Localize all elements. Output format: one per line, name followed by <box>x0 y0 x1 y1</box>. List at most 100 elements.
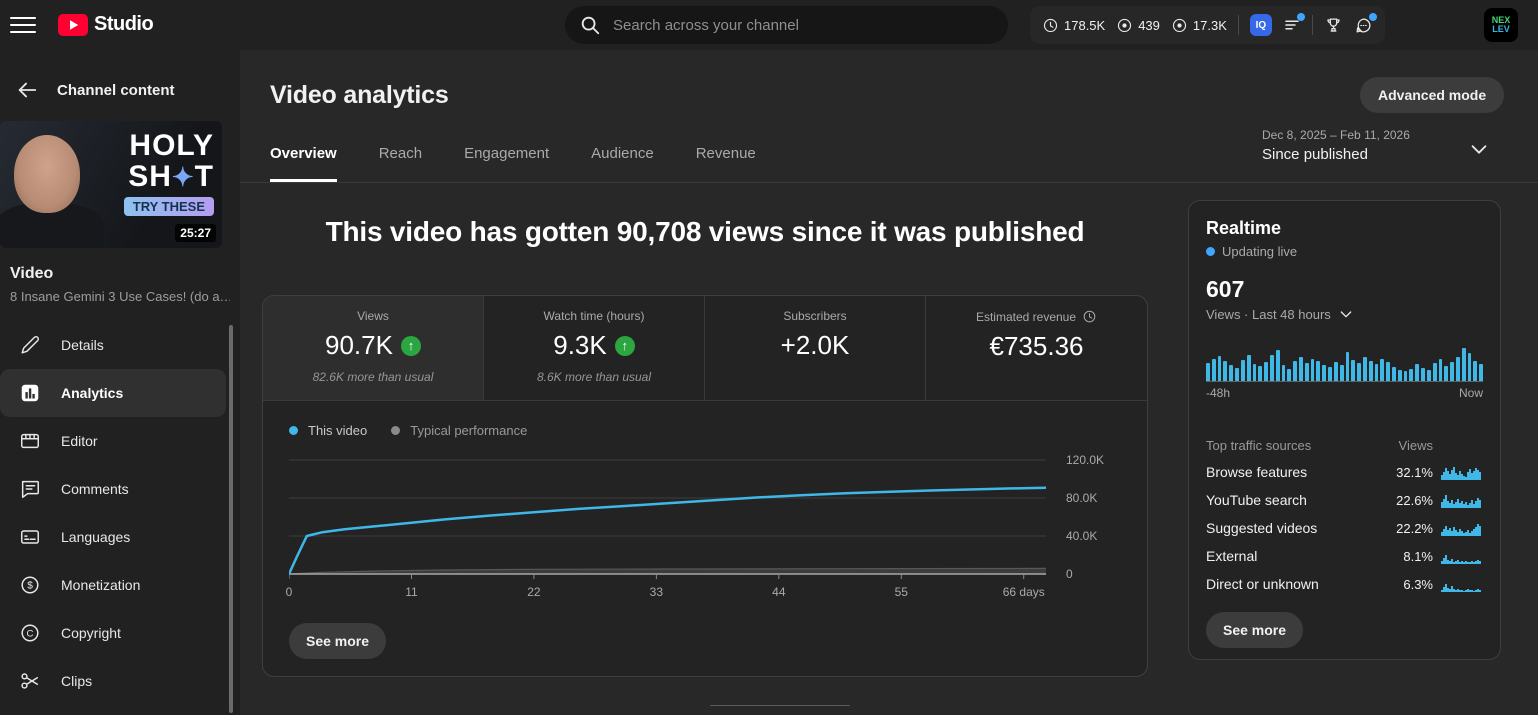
back-arrow-icon[interactable] <box>16 79 38 101</box>
sidebar-item-analytics[interactable]: Analytics <box>0 369 226 417</box>
vidiq-icon[interactable]: IQ <box>1249 14 1272 36</box>
see-more-button[interactable]: See more <box>289 623 387 659</box>
list-icon[interactable] <box>1283 13 1305 34</box>
metric-card-views[interactable]: Views 90.7K ↑ 82.6K more than usual <box>263 296 484 400</box>
traffic-row-search[interactable]: YouTube search 22.6% <box>1206 486 1483 514</box>
tab-engagement[interactable]: Engagement <box>464 145 550 162</box>
performance-chart[interactable] <box>289 451 1046 580</box>
subscribers-value: +2.0K <box>780 330 850 360</box>
notification-dot <box>1368 12 1377 21</box>
youtube-studio-logo[interactable]: Studio <box>58 13 154 36</box>
revenue-value: €735.36 <box>989 331 1084 361</box>
traffic-row-browse[interactable]: Browse features 32.1% <box>1206 458 1483 486</box>
back-to-channel-content[interactable]: Channel content <box>0 75 240 105</box>
realtime-window-selector[interactable]: Views · Last 48 hours <box>1206 306 1483 322</box>
y-axis-labels: 120.0K 80.0K 40.0K 0 <box>1066 453 1105 581</box>
logo-text: Studio <box>94 13 154 35</box>
sidebar-item-editor[interactable]: Editor <box>0 417 226 465</box>
trophy-icon[interactable] <box>1324 16 1343 35</box>
chevron-down-icon[interactable] <box>1468 138 1490 165</box>
tab-reach[interactable]: Reach <box>378 145 423 162</box>
sidebar-item-copyright[interactable]: C Copyright <box>0 609 226 657</box>
stat-value: 17.3K <box>1192 17 1227 33</box>
realtime-card: Realtime Updating live 607 Views · Last … <box>1188 200 1501 660</box>
search-icon <box>581 16 600 35</box>
tab-overview[interactable]: Overview <box>270 145 337 182</box>
metric-card-revenue[interactable]: Estimated revenue €735.36 <box>926 296 1147 400</box>
video-thumbnail[interactable]: HOLY SH✦T TRY THESE 25:27 <box>0 121 222 248</box>
video-title: 8 Insane Gemini 3 Use Cases! (do a… <box>10 289 230 304</box>
advanced-mode-button[interactable]: Advanced mode <box>1360 77 1505 113</box>
typical-dot-icon <box>391 426 401 435</box>
search-box[interactable] <box>565 6 1008 44</box>
views-headline: This video has gotten 90,708 views since… <box>325 216 1085 247</box>
realtime-title: Realtime <box>1206 218 1282 238</box>
date-preset-text: Since published <box>1262 146 1368 163</box>
traffic-sparkline <box>1441 549 1483 564</box>
thumbnail-text-1: HOLY <box>129 129 214 162</box>
main-content: Video analytics Advanced mode Dec 8, 202… <box>240 50 1538 715</box>
trend-up-icon: ↑ <box>614 335 635 356</box>
views-48h-stat[interactable]: 17.3K <box>1171 17 1227 34</box>
trend-up-icon: ↑ <box>400 335 421 356</box>
views-icon <box>1118 18 1132 32</box>
traffic-row-suggested[interactable]: Suggested videos 22.2% <box>1206 514 1483 542</box>
realtime-views-stat[interactable]: 439 <box>1116 17 1160 34</box>
editor-icon <box>18 429 42 453</box>
traffic-table: Browse features 32.1% YouTube search 22.… <box>1206 458 1483 598</box>
watch-hours-stat[interactable]: 178.5K <box>1042 17 1105 34</box>
video-label: Video <box>10 265 54 282</box>
metric-card-subscribers[interactable]: Subscribers +2.0K <box>705 296 926 400</box>
analytics-icon <box>18 381 42 405</box>
traffic-sparkline <box>1441 521 1483 536</box>
key-metrics-row: Views 90.7K ↑ 82.6K more than usual Watch… <box>263 296 1147 401</box>
notification-dot <box>1296 13 1305 21</box>
chevron-down-icon <box>1340 311 1352 318</box>
sidebar-nav: Details Analytics Editor Comments Langua… <box>0 321 240 705</box>
sidebar-item-comments[interactable]: Comments <box>0 465 226 513</box>
monetization-icon: $ <box>18 573 42 597</box>
performance-chart-svg <box>289 459 1046 579</box>
clock-icon <box>1083 310 1096 323</box>
channel-avatar[interactable]: NEX LEV <box>1484 8 1518 42</box>
sidebar-item-monetization[interactable]: $ Monetization <box>0 561 226 609</box>
live-dot-icon <box>1206 247 1215 256</box>
tab-audience[interactable]: Audience <box>591 145 654 162</box>
svg-text:$: $ <box>27 581 33 592</box>
updating-live-label: Updating live <box>1222 244 1298 259</box>
topbar: Studio 178.5K 439 17.3K IQ <box>0 0 1538 50</box>
pencil-icon <box>18 333 42 357</box>
sidebar-item-details[interactable]: Details <box>0 321 226 369</box>
back-label: Channel content <box>57 81 175 99</box>
traffic-sparkline <box>1441 493 1483 508</box>
traffic-row-direct[interactable]: Direct or unknown 6.3% <box>1206 570 1483 598</box>
views-icon <box>1172 18 1186 32</box>
date-range-picker[interactable]: Dec 8, 2025 – Feb 11, 2026 Since publish… <box>1262 128 1432 163</box>
sparkle-icon: ✦ <box>171 162 195 192</box>
metric-card-watch-time[interactable]: Watch time (hours) 9.3K ↑ 8.6K more than … <box>484 296 705 400</box>
tab-revenue[interactable]: Revenue <box>695 145 756 162</box>
chart-legend: This video Typical performance <box>289 423 527 438</box>
clock-icon <box>1043 18 1058 32</box>
sidebar: Channel content HOLY SH✦T TRY THESE 25:2… <box>0 50 240 715</box>
traffic-sparkline <box>1441 577 1483 592</box>
comments-icon <box>18 477 42 501</box>
thumbnail-text-2: SH✦T <box>128 160 214 193</box>
sidebar-item-clips[interactable]: Clips <box>0 657 226 705</box>
menu-icon[interactable] <box>10 13 36 37</box>
performance-card: Views 90.7K ↑ 82.6K more than usual Watch… <box>262 295 1148 677</box>
traffic-row-external[interactable]: External 8.1% <box>1206 542 1483 570</box>
youtube-logo-icon <box>58 13 88 36</box>
views-value: 90.7K <box>325 330 393 360</box>
sidebar-item-languages[interactable]: Languages <box>0 513 226 561</box>
clips-icon <box>18 669 42 693</box>
divider <box>240 182 1538 183</box>
axis-right-label: Now <box>1458 386 1483 400</box>
feedback-icon[interactable] <box>1354 12 1377 35</box>
realtime-see-more-button[interactable]: See more <box>1206 612 1304 648</box>
sidebar-scrollbar[interactable] <box>229 325 233 713</box>
watch-time-value: 9.3K <box>553 330 607 360</box>
search-input[interactable] <box>613 16 994 34</box>
realtime-views-count: 607 <box>1206 276 1245 302</box>
